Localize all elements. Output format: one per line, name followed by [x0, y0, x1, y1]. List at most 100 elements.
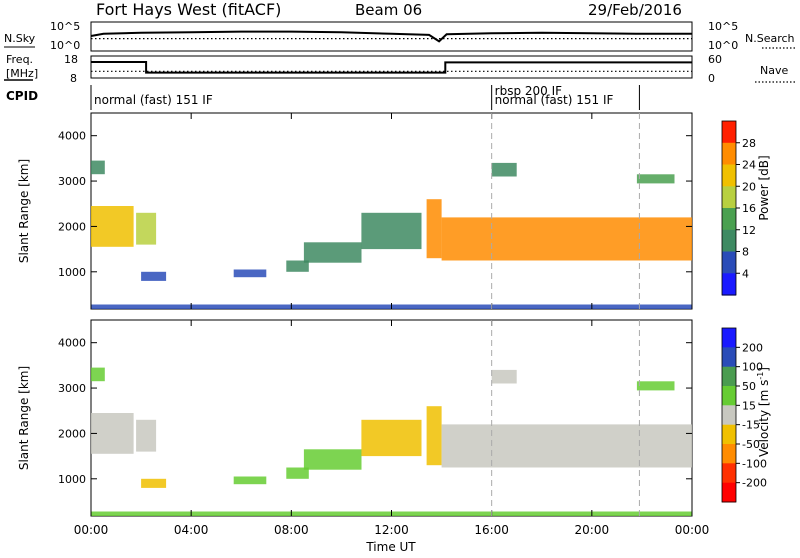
- colorbar-cell: [722, 251, 736, 274]
- time-tick-label: 16:00: [474, 523, 509, 537]
- scatter-region: [233, 269, 267, 278]
- noise-panel: N.Sky 10^5 10^0 10^5 10^0 N.Search: [4, 20, 795, 52]
- y-tick-label: 1000: [58, 473, 86, 486]
- velocity-label-main: Velocity [m s: [757, 380, 771, 457]
- time-tick-label: 12:00: [374, 523, 409, 537]
- colorbar-cell: [722, 386, 736, 406]
- time-axis: 00:00 04:00 08:00 12:00 16:00 20:00 00:00: [74, 523, 710, 537]
- time-tick-label: 04:00: [174, 523, 209, 537]
- colorbar-tick-label: 200: [742, 341, 763, 354]
- freq-unit-label: [MHz]: [6, 67, 38, 80]
- velocity-heatmap: [91, 367, 692, 516]
- colorbar-cell: [722, 366, 736, 387]
- y-tick-label: 3000: [58, 382, 86, 395]
- velocity-ylabel: Slant Range [km]: [17, 366, 31, 470]
- nsky-tick-bottom: 10^0: [50, 39, 80, 52]
- y-tick-label: 4000: [58, 337, 86, 350]
- colorbar-tick-label: 16: [742, 202, 756, 215]
- time-xlabel: Time UT: [365, 540, 416, 554]
- scatter-region: [361, 212, 422, 250]
- cpid-label: CPID: [6, 89, 38, 103]
- colorbar-cell: [722, 424, 736, 445]
- nsearch-tick-bottom: 10^0: [708, 39, 738, 52]
- time-tick-label: 08:00: [274, 523, 309, 537]
- freq-tick-top: 18: [64, 53, 78, 66]
- beam-title: Beam 06: [355, 1, 422, 19]
- scatter-region: [141, 478, 167, 488]
- colorbar-tick-label: -200: [742, 477, 767, 490]
- colorbar-cell: [722, 229, 736, 253]
- power-y-axis: 1000 2000 3000 4000: [58, 113, 693, 309]
- colorbar-tick-label: 4: [742, 267, 749, 280]
- scatter-region: [91, 206, 134, 247]
- y-tick-label: 1000: [58, 266, 86, 279]
- scatter-region: [91, 413, 134, 454]
- y-tick-label: 2000: [58, 427, 86, 440]
- power-panel-frame: [90, 112, 693, 310]
- velocity-colorbar-label: Velocity [m s-1]: [756, 367, 771, 457]
- freq-tick-bottom: 8: [70, 72, 77, 85]
- nave-tick-bottom: 0: [708, 72, 715, 85]
- colorbar-cell: [722, 347, 736, 368]
- y-tick-label: 4000: [58, 130, 86, 143]
- scatter-region: [91, 367, 105, 382]
- colorbar-cell: [722, 273, 736, 296]
- time-tick-label: 20:00: [575, 523, 610, 537]
- scatter-region: [303, 242, 362, 263]
- colorbar-tick-label: 8: [742, 246, 749, 259]
- velocity-colorbar: 200 100 50 15 -15 -50 -100 -200: [721, 327, 767, 503]
- nave-label: Nave: [760, 64, 788, 77]
- scatter-region: [136, 212, 157, 245]
- cpid-segment-text: normal (fast) 151 IF: [495, 93, 614, 107]
- scatter-region: [233, 476, 267, 485]
- nsearch-label: N.Search: [745, 32, 795, 45]
- cpid-segment-text: rbsp 200 IF: [495, 84, 562, 98]
- frequency-trace: [91, 61, 692, 74]
- velocity-panel: Slant Range [km] 1000 2000 3000 4000 200 100…: [17, 319, 771, 517]
- noise-panel-frame: [90, 21, 693, 52]
- station-title: Fort Hays West (fitACF): [96, 0, 281, 19]
- colorbar-tick-label: 28: [742, 137, 756, 150]
- nsearch-tick-top: 10^5: [708, 20, 738, 33]
- nsky-tick-top: 10^5: [50, 20, 80, 33]
- scatter-region: [426, 406, 442, 466]
- power-colorbar: 4 8 12 16 20 24 28: [721, 120, 756, 296]
- colorbar-cell: [722, 208, 736, 231]
- colorbar-cell: [722, 328, 736, 348]
- colorbar-cell: [722, 405, 736, 426]
- scatter-region: [286, 467, 309, 479]
- colorbar-tick-label: 20: [742, 180, 756, 193]
- velocity-panel-frame: [90, 319, 693, 517]
- frequency-panel: Freq. [MHz] 18 8 60 0 Nave: [4, 53, 795, 85]
- cpid-segment-text: normal (fast) 151 IF: [94, 93, 213, 107]
- scatter-region: [286, 260, 309, 272]
- colorbar-cell: [722, 186, 736, 209]
- y-tick-label: 3000: [58, 175, 86, 188]
- colorbar-frame: [721, 327, 737, 503]
- colorbar-tick-label: -50: [742, 438, 760, 451]
- date-title: 29/Feb/2016: [588, 1, 682, 19]
- nave-tick-top: 60: [708, 53, 722, 66]
- scatter-region: [136, 419, 157, 452]
- nsky-label: N.Sky: [4, 32, 36, 45]
- colorbar-tick-label: 50: [742, 380, 756, 393]
- colorbar-cell: [722, 463, 736, 484]
- colorbar-cell: [722, 142, 736, 166]
- scatter-region: [91, 160, 105, 175]
- scatter-region: [636, 381, 675, 391]
- power-colorbar-label: Power [dB]: [757, 155, 771, 220]
- scatter-region: [361, 419, 422, 457]
- colorbar-tick-label: -15: [742, 419, 760, 432]
- scatter-region: [426, 199, 442, 259]
- time-tick-label: 00:00: [675, 523, 710, 537]
- scatter-region: [303, 449, 362, 470]
- scatter-region: [491, 162, 517, 177]
- velocity-y-axis: 1000 2000 3000 4000: [58, 320, 693, 516]
- colorbar-tick-label: 15: [742, 399, 756, 412]
- velocity-label-end: ]: [757, 367, 771, 372]
- colorbar-tick-label: 100: [742, 361, 763, 374]
- freq-label: Freq.: [6, 53, 33, 66]
